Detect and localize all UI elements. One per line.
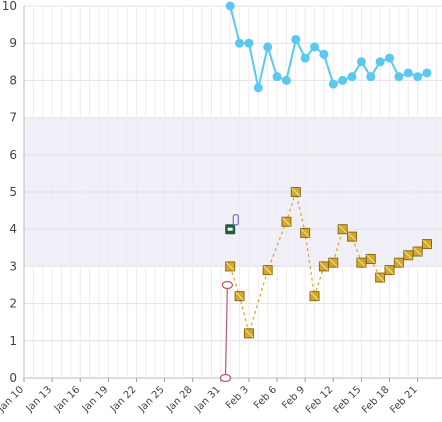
x-tick-label: Feb 6 <box>252 384 279 411</box>
y-tick-label: 9 <box>9 36 17 50</box>
series-point-shine <box>263 265 273 275</box>
x-tick-label: Jan 25 <box>136 384 167 415</box>
series-line-0 <box>229 5 428 89</box>
series-point-shine <box>357 258 366 268</box>
y-tick-label: 8 <box>9 73 17 87</box>
x-tick-label: Jan 22 <box>108 384 139 415</box>
series-point-shine <box>244 329 254 338</box>
y-tick-label: 10 <box>2 0 17 13</box>
series-point <box>225 1 235 11</box>
series-point <box>291 34 301 44</box>
series-point <box>235 38 245 48</box>
series-point-shine <box>300 228 310 238</box>
x-tick-label: Feb 9 <box>280 384 307 411</box>
series-point <box>413 72 423 82</box>
series-point-shine <box>291 187 301 197</box>
x-tick-label: Jan 10 <box>0 384 26 415</box>
series-point <box>263 42 273 52</box>
series-point <box>281 75 291 85</box>
series-point-shine <box>385 265 394 275</box>
series-point-shine <box>375 273 385 282</box>
series-point <box>394 72 404 82</box>
series-point-shine <box>366 254 376 264</box>
marker-square-inner <box>227 227 233 231</box>
marker-icon <box>232 214 239 226</box>
series-point <box>347 72 357 82</box>
series-point <box>328 79 338 89</box>
series-point <box>272 72 282 82</box>
y-tick-label: 0 <box>9 371 17 385</box>
series-point <box>219 373 232 383</box>
y-tick-label: 7 <box>9 111 17 125</box>
series-point-shine <box>347 232 357 241</box>
series-point <box>422 68 432 78</box>
series-point-shine <box>403 250 413 260</box>
x-tick-label: Feb 3 <box>224 384 251 411</box>
series-point <box>403 68 413 78</box>
series-point-shine <box>310 291 319 301</box>
series-point-shine <box>235 291 244 301</box>
series-point-shine <box>319 262 329 271</box>
x-tick-label: Jan 19 <box>80 384 111 415</box>
x-tick-label: Jan 13 <box>24 384 55 415</box>
y-tick-label: 2 <box>9 297 17 311</box>
series-point-shine <box>413 247 422 256</box>
x-tick-label: Jan 28 <box>164 384 195 415</box>
x-tick-label: Feb 18 <box>360 384 392 416</box>
series-point <box>366 72 376 82</box>
series-point <box>338 75 348 85</box>
series-point <box>221 280 233 290</box>
series-point-shine <box>225 262 235 271</box>
series-point-shine <box>338 224 348 234</box>
series-point <box>253 83 263 93</box>
series-point-shine <box>422 239 432 249</box>
series-point-shine <box>394 258 404 268</box>
y-tick-label: 5 <box>9 185 17 199</box>
series-point <box>319 49 329 59</box>
y-tick-label: 6 <box>9 148 17 162</box>
series-point <box>385 53 395 63</box>
x-tick-label: Feb 21 <box>388 384 420 416</box>
series-point <box>244 38 254 48</box>
series-point <box>356 57 366 67</box>
series-point <box>300 53 310 63</box>
series-point <box>310 42 320 52</box>
x-tick-label: Jan 31 <box>192 384 223 415</box>
series-line-2 <box>224 284 228 379</box>
x-tick-label: Feb 12 <box>304 384 336 416</box>
series-point <box>375 57 385 67</box>
series-point-shine <box>328 258 338 268</box>
x-tick-label: Jan 16 <box>52 384 83 415</box>
x-tick-label: Feb 15 <box>332 384 364 416</box>
y-tick-label: 3 <box>9 259 17 273</box>
series-point-shine <box>282 217 291 227</box>
y-tick-label: 1 <box>9 334 17 348</box>
y-tick-label: 4 <box>9 222 17 236</box>
